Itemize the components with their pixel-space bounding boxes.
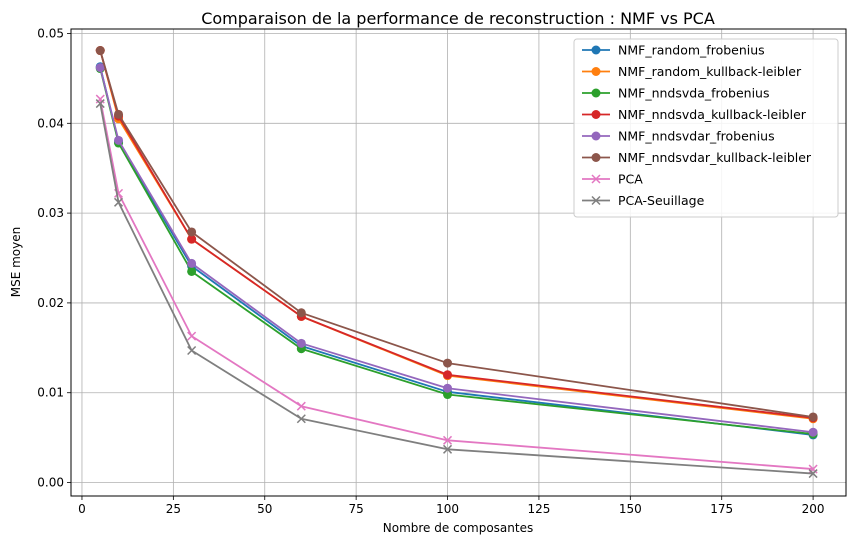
x-tick-label: 25	[166, 502, 181, 516]
x-tick-label: 125	[527, 502, 550, 516]
legend-marker	[591, 45, 601, 55]
legend-item: NMF_random_frobenius	[582, 43, 765, 58]
legend-marker	[591, 153, 601, 162]
data-point	[114, 109, 124, 119]
legend-box	[573, 38, 839, 218]
data-point	[296, 338, 306, 348]
x-tick-label: 200	[802, 502, 825, 516]
legend-label: NMF_nndsvda_kullback-leibler	[618, 107, 807, 122]
data-point	[808, 427, 818, 437]
legend-label: NMF_nndsvdar_frobenius	[618, 129, 775, 144]
data-point	[114, 135, 124, 145]
legend-marker	[591, 110, 601, 119]
series-NMF_nndsvdar_frobenius	[95, 63, 818, 437]
data-point	[95, 99, 105, 109]
data-point	[187, 258, 197, 268]
series-PCA	[95, 94, 818, 474]
legend: NMF_random_frobenius NMF_random_kullback-…	[573, 38, 839, 218]
legend-item: PCA	[582, 172, 643, 187]
data-point	[443, 358, 453, 368]
x-tick-label: 100	[436, 502, 459, 516]
y-tick-label: 0.00	[37, 476, 64, 490]
legend-marker	[591, 131, 601, 141]
legend-label: PCA	[618, 172, 643, 187]
series-lines	[95, 46, 818, 479]
y-tick-label: 0.01	[37, 386, 64, 400]
data-point	[187, 266, 197, 276]
x-axis-label: Nombre de composantes	[383, 521, 533, 535]
data-point	[296, 401, 306, 411]
x-tick-label: 175	[710, 502, 733, 516]
legend-marker	[591, 67, 601, 76]
legend-item: NMF_random_kullback-leibler	[582, 64, 802, 79]
data-point	[808, 412, 818, 422]
data-point	[95, 63, 105, 73]
series-NMF_nndsvdar_kullback-leibler	[95, 46, 818, 422]
legend-item: NMF_nndsvdar_frobenius	[582, 129, 775, 144]
legend-label: NMF_nndsvda_frobenius	[618, 86, 769, 101]
legend-label: NMF_nndsvdar_kullback-leibler	[618, 150, 812, 165]
y-axis-ticks: 0.00 0.01 0.02 0.03 0.04 0.05	[37, 26, 71, 490]
y-tick-label: 0.02	[37, 296, 64, 310]
y-tick-label: 0.05	[37, 26, 64, 40]
legend-marker	[591, 174, 601, 184]
legend-item: NMF_nndsvdar_kullback-leibler	[582, 150, 812, 165]
data-point	[187, 331, 197, 341]
data-point	[443, 444, 453, 454]
data-point	[296, 308, 306, 318]
series-line	[99, 103, 814, 475]
data-point	[443, 370, 453, 380]
plot-frame	[70, 28, 847, 497]
y-axis-label: MSE moyen	[9, 227, 23, 298]
series-line	[99, 67, 814, 434]
legend-marker	[591, 195, 601, 206]
series-line	[99, 98, 814, 470]
data-point	[187, 345, 197, 356]
data-point	[95, 46, 105, 56]
data-point	[443, 390, 453, 400]
x-tick-label: 0	[78, 502, 86, 516]
legend-label: PCA-Seuillage	[618, 193, 705, 208]
y-tick-label: 0.04	[37, 116, 64, 130]
data-point	[296, 414, 306, 424]
data-point	[187, 234, 197, 244]
legend-item: NMF_nndsvda_kullback-leibler	[582, 107, 807, 122]
series-line	[99, 50, 814, 418]
y-tick-label: 0.03	[37, 206, 64, 220]
legend-marker	[591, 88, 601, 98]
data-point	[187, 227, 197, 237]
data-point	[443, 435, 453, 445]
legend-label: NMF_random_kullback-leibler	[618, 64, 802, 79]
chart-title: Comparaison de la performance de reconst…	[201, 9, 715, 28]
data-point	[113, 197, 124, 207]
series-PCA-Seuillage	[95, 99, 818, 479]
x-tick-label: 150	[619, 502, 642, 516]
x-tick-label: 50	[257, 502, 272, 516]
x-tick-label: 75	[349, 502, 364, 516]
data-point	[443, 383, 453, 393]
data-point	[808, 469, 818, 479]
legend-label: NMF_random_frobenius	[618, 43, 765, 58]
legend-item: PCA-Seuillage	[582, 193, 705, 208]
x-axis-ticks: 0 25 50 75 100 125 150 175 200	[78, 496, 825, 516]
legend-item: NMF_nndsvda_frobenius	[582, 86, 769, 101]
